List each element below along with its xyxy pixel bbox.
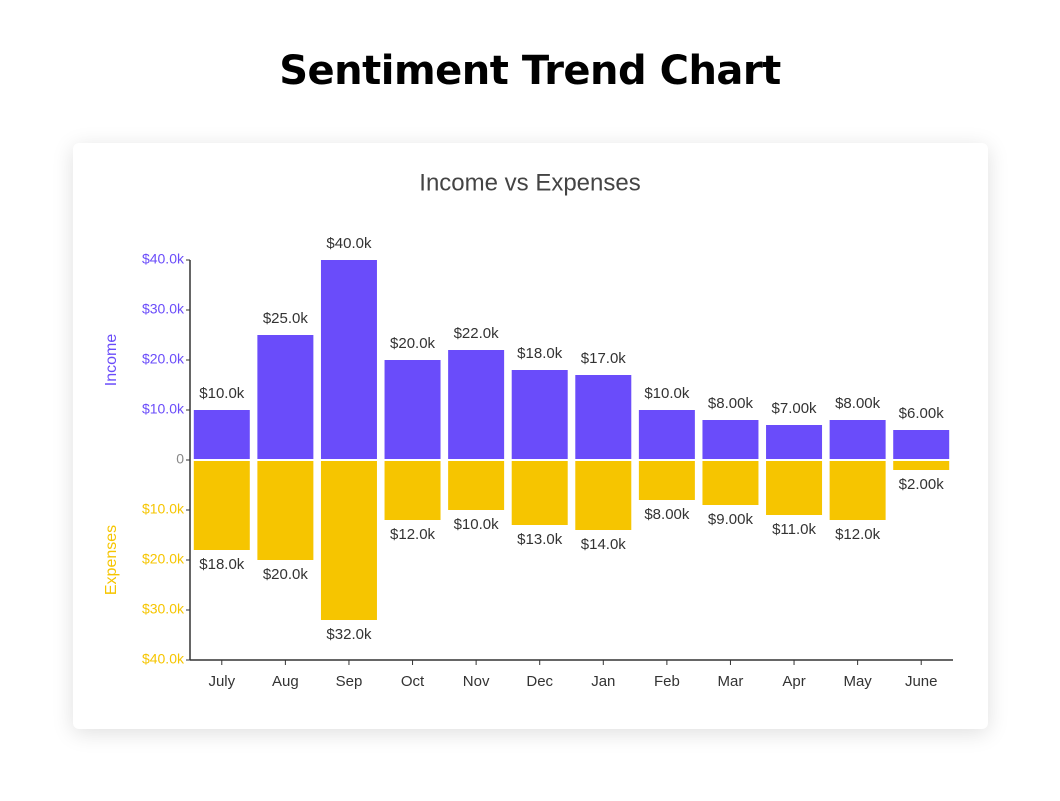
- bar: [575, 461, 632, 530]
- bar: [384, 461, 441, 520]
- y-tick-label: $40.0k: [142, 651, 185, 667]
- bar: [448, 461, 505, 510]
- x-tick-label: Sep: [336, 673, 363, 690]
- value-label: $9.00k: [708, 511, 754, 528]
- value-label: $11.0k: [772, 521, 816, 538]
- value-label: $25.0k: [263, 310, 309, 327]
- bar: [257, 461, 314, 560]
- x-tick-label: Oct: [401, 673, 425, 690]
- bar: [893, 461, 950, 470]
- value-label: $12.0k: [835, 526, 881, 543]
- bar: [638, 461, 695, 500]
- x-tick-label: Feb: [654, 673, 680, 690]
- x-tick-label: June: [905, 673, 938, 690]
- bar: [193, 461, 250, 550]
- x-tick-label: Apr: [782, 673, 805, 690]
- bar: [511, 461, 568, 525]
- value-label: $20.0k: [263, 566, 309, 583]
- value-label: $8.00k: [835, 395, 881, 412]
- y-tick-label: $30.0k: [142, 601, 185, 617]
- bar: [193, 410, 250, 459]
- bar: [575, 375, 632, 459]
- bar: [766, 461, 823, 515]
- axis-title-expenses: Expenses: [103, 525, 120, 595]
- value-label: $2.00k: [899, 476, 945, 493]
- y-tick-label: $20.0k: [142, 551, 185, 567]
- value-label: $10.0k: [199, 385, 245, 402]
- x-tick-label: Dec: [526, 673, 553, 690]
- chart-title: Income vs Expenses: [419, 169, 640, 196]
- value-label: $6.00k: [899, 405, 945, 422]
- page-title: Sentiment Trend Chart: [279, 48, 781, 94]
- value-label: $40.0k: [326, 235, 372, 252]
- bar: [638, 410, 695, 459]
- bar: [320, 260, 377, 459]
- y-tick-label: $40.0k: [142, 251, 185, 267]
- value-label: $32.0k: [326, 626, 372, 643]
- bar: [829, 420, 886, 459]
- x-tick-label: May: [843, 673, 872, 690]
- y-tick-label: 0: [176, 451, 184, 467]
- value-label: $17.0k: [581, 350, 627, 367]
- axis-title-income: Income: [103, 334, 120, 387]
- value-label: $20.0k: [390, 335, 436, 352]
- value-label: $10.0k: [454, 516, 500, 533]
- x-tick-label: Mar: [718, 673, 744, 690]
- bar: [511, 370, 568, 459]
- y-tick-label: $10.0k: [142, 501, 185, 517]
- value-label: $13.0k: [517, 531, 563, 548]
- value-label: $22.0k: [454, 325, 500, 342]
- bar: [702, 420, 759, 459]
- value-label: $8.00k: [708, 395, 754, 412]
- y-tick-label: $30.0k: [142, 301, 185, 317]
- value-label: $14.0k: [581, 536, 627, 553]
- bar: [320, 461, 377, 620]
- value-label: $10.0k: [644, 385, 690, 402]
- x-tick-label: Nov: [463, 673, 490, 690]
- x-tick-label: Aug: [272, 673, 299, 690]
- bar: [702, 461, 759, 505]
- bar: [766, 425, 823, 459]
- y-tick-label: $20.0k: [142, 351, 185, 367]
- value-label: $8.00k: [644, 506, 690, 523]
- x-tick-label: Jan: [591, 673, 615, 690]
- value-label: $18.0k: [517, 345, 563, 362]
- bar: [384, 360, 441, 459]
- y-tick-label: $10.0k: [142, 401, 185, 417]
- bar: [893, 430, 950, 459]
- bar: [257, 335, 314, 459]
- value-label: $7.00k: [772, 400, 818, 417]
- value-label: $12.0k: [390, 526, 436, 543]
- x-tick-label: July: [208, 673, 235, 690]
- bar: [448, 350, 505, 459]
- bar: [829, 461, 886, 520]
- value-label: $18.0k: [199, 556, 245, 573]
